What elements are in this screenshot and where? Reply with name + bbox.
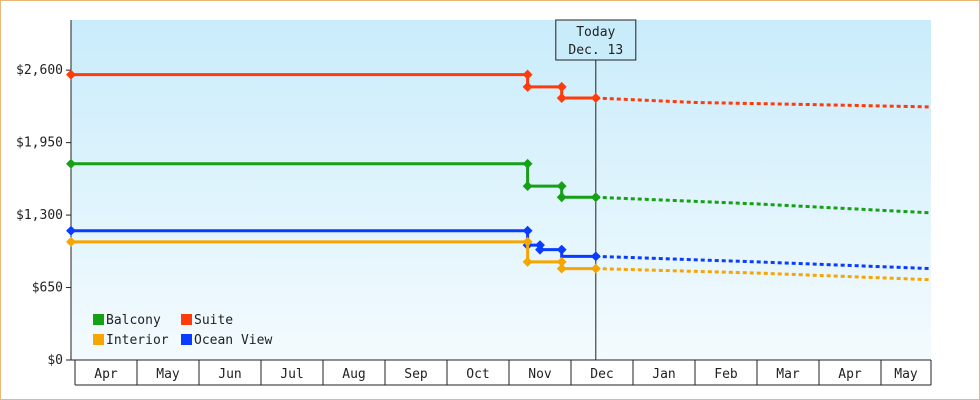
ocean-view-forecast-line (595, 254, 932, 271)
interior-point (556, 263, 567, 274)
suite-point (522, 81, 533, 92)
x-tick-label: Feb (714, 367, 738, 382)
today-date: Dec. 13 (568, 43, 623, 58)
y-tick-label: $0 (47, 353, 63, 368)
suite-point (556, 81, 567, 92)
legend: Balcony Suite Interior Ocean View (93, 313, 272, 348)
x-tick-label: Jan (652, 367, 675, 382)
x-tick-label: Jul (280, 367, 303, 382)
interior-point (590, 263, 601, 274)
x-tick-label: Oct (466, 367, 489, 382)
balcony-point (590, 192, 601, 203)
x-tick-label: Apr (838, 367, 862, 382)
y-axis: $0 $650 $1,300 $1,950 $2,600 (16, 20, 72, 368)
legend-swatch-balcony (93, 314, 104, 325)
interior-point (522, 256, 533, 267)
suite-point (522, 69, 533, 80)
series-lines (66, 69, 932, 282)
interior-line (71, 240, 596, 271)
ocean-view-point (535, 244, 545, 255)
legend-swatch-ocean-view (181, 334, 192, 345)
today-marker: Today Dec. 13 (555, 19, 637, 360)
x-tick-label: May (156, 367, 180, 382)
x-tick-label: Dec (590, 367, 613, 382)
x-tick-label: Nov (528, 367, 552, 382)
suite-point (590, 93, 601, 103)
balcony-point (66, 158, 76, 169)
suite-forecast-line (595, 96, 932, 109)
balcony-point (522, 181, 533, 192)
ocean-view-point (522, 225, 533, 236)
today-label: Today (576, 25, 615, 40)
legend-swatch-suite (181, 314, 192, 325)
legend-swatch-interior (93, 334, 104, 345)
x-tick-label: Sep (404, 367, 428, 382)
x-tick-label: Aug (342, 367, 365, 382)
x-axis: Apr May Jun Jul Aug Sep Oct Nov Dec Jan Feb Mar Apr M… (71, 359, 932, 386)
suite-line (71, 73, 596, 100)
x-tick-label: Jun (218, 367, 241, 382)
suite-point (556, 93, 567, 103)
interior-forecast-line (595, 267, 932, 282)
x-tick-label: Mar (776, 367, 800, 382)
y-tick-label: $650 (32, 281, 63, 296)
balcony-line (71, 162, 596, 199)
today-box (555, 19, 637, 61)
ocean-view-point (556, 244, 567, 255)
y-tick-label: $1,950 (16, 136, 63, 151)
y-tick-label: $1,300 (16, 208, 63, 223)
ocean-view-point (66, 225, 76, 236)
interior-point (66, 236, 76, 247)
legend-label-ocean-view: Ocean View (194, 333, 272, 348)
balcony-point (556, 192, 567, 203)
balcony-point (522, 158, 533, 169)
balcony-forecast-line (595, 195, 932, 215)
legend-label-interior: Interior (106, 333, 169, 348)
plot-background (71, 20, 931, 360)
legend-label-suite: Suite (194, 313, 233, 328)
x-tick-label: May (894, 367, 918, 382)
interior-point (556, 256, 567, 267)
interior-point (522, 236, 533, 247)
balcony-point (556, 181, 567, 192)
suite-point (66, 69, 76, 80)
legend-label-balcony: Balcony (106, 313, 161, 328)
x-tick-label: Apr (94, 367, 118, 382)
y-tick-label: $2,600 (16, 63, 63, 78)
